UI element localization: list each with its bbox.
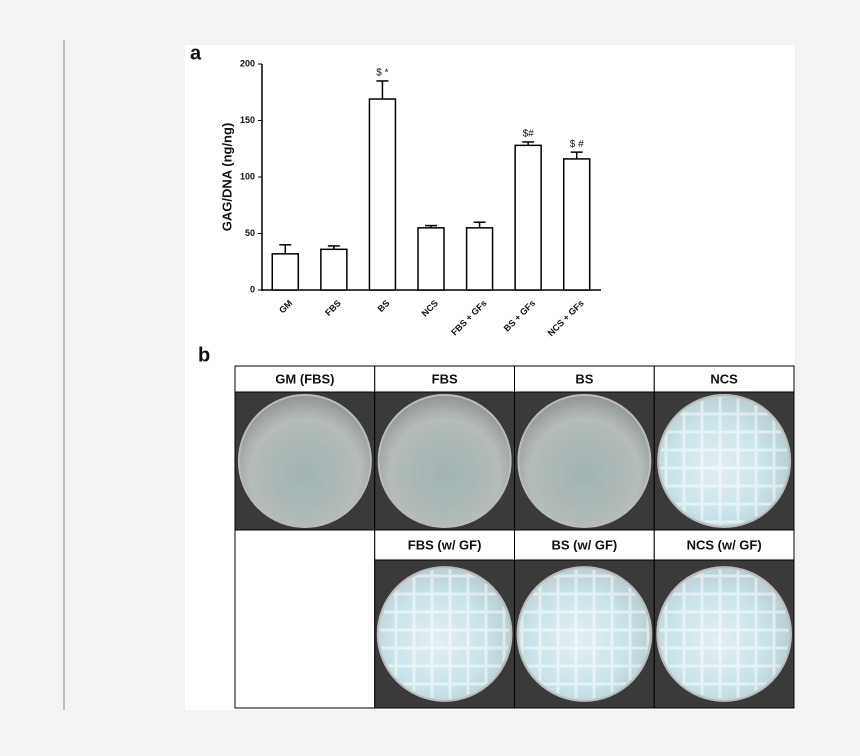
bar <box>271 253 300 291</box>
bar <box>562 158 591 291</box>
panel-label: a <box>190 42 202 64</box>
well-image <box>237 394 372 528</box>
annotation: $ * <box>376 68 388 79</box>
y-axis-title: GAG/DNA (ng/ng) <box>219 123 234 232</box>
well-grid <box>379 569 510 699</box>
y-tick-label: 200 <box>240 58 255 68</box>
well-grid <box>519 569 650 699</box>
panel-label: b <box>198 344 210 366</box>
well-image <box>517 394 652 528</box>
column-header: FBS <box>432 371 458 386</box>
well-grid <box>659 569 789 699</box>
header-cell <box>374 529 515 561</box>
empty-cell <box>234 529 376 709</box>
well-image <box>377 394 512 528</box>
image-table: GM (FBS) FBS BS NCS FBS (w/ GF) BS (w/ GF) NCS… <box>234 365 795 709</box>
y-tick-label: 100 <box>240 171 255 181</box>
header-cell <box>514 365 655 393</box>
y-tick-label: 0 <box>250 284 255 294</box>
bar <box>514 144 542 291</box>
column-header: BS (w/ GF) <box>552 537 618 552</box>
y-tick-label: 50 <box>245 228 255 238</box>
bar <box>320 248 348 291</box>
column-header: BS <box>575 371 593 386</box>
bar <box>368 98 397 291</box>
bar <box>417 227 445 291</box>
column-header: NCS (w/ GF) <box>687 537 762 552</box>
header-cell <box>514 529 655 561</box>
header-cell <box>653 529 795 561</box>
well-grid <box>660 397 789 525</box>
column-header: NCS <box>710 371 738 386</box>
column-header: FBS (w/ GF) <box>408 537 482 552</box>
header-cell <box>653 365 795 393</box>
annotation: $ # <box>570 139 584 150</box>
column-header: GM (FBS) <box>275 371 334 386</box>
annotation: $# <box>523 129 535 140</box>
bar <box>465 227 494 291</box>
y-tick-label: 150 <box>240 115 255 125</box>
